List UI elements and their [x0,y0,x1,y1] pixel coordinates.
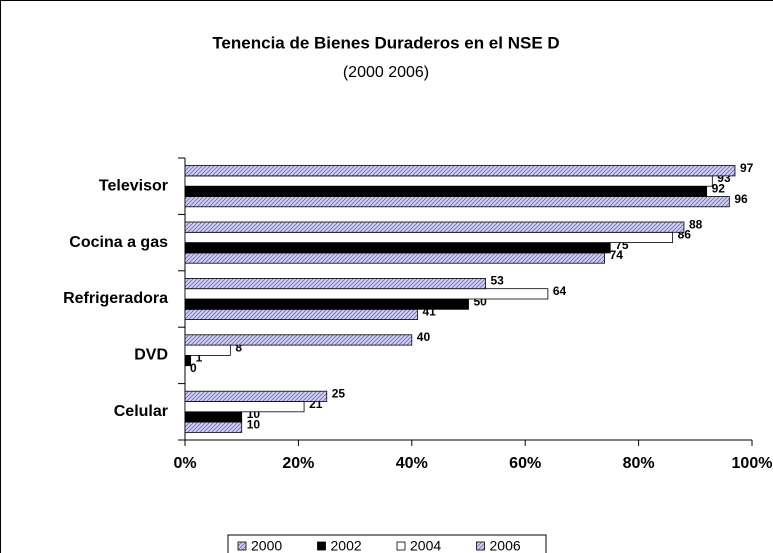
bar [184,231,674,244]
bar [184,401,305,413]
data-label: 8 [235,340,242,354]
bar [184,390,328,402]
bar [184,344,231,356]
bar [184,221,685,233]
chart-title: Tenencia de Bienes Duraderos en el NSE D [212,33,559,52]
data-label: 74 [610,248,624,262]
legend-box [227,534,547,553]
bar [184,175,713,187]
data-label: 10 [247,417,261,431]
y-tick-label: Celular [114,403,168,420]
bar [184,411,243,423]
x-tick-label: 100% [732,455,773,472]
data-label: 25 [332,387,346,401]
y-tick-label: Cocina a gas [69,234,168,251]
bar [184,421,243,433]
data-label: 0 [190,361,197,375]
chart-subtitle: (2000 2006) [343,64,429,81]
bar [184,252,605,264]
bar [184,242,611,254]
data-label: 53 [491,274,505,288]
legend-swatch [237,541,247,551]
legend-label: 2004 [410,538,441,553]
y-tick-label: Televisor [99,177,168,194]
legend-label: 2002 [331,538,362,553]
y-tick-label: Refrigeradora [63,290,168,307]
data-label: 40 [417,330,431,344]
x-tick-label: 20% [282,455,314,472]
bar [184,308,418,320]
data-label: 64 [553,284,567,298]
bar [184,185,708,197]
bar [184,196,730,208]
bar [184,288,549,300]
bar [184,298,469,310]
bar [184,277,486,290]
legend-swatch [396,541,406,551]
bar [184,165,736,177]
data-label: 92 [712,182,726,196]
y-tick-label: DVD [134,347,168,364]
legend-swatch [476,541,485,551]
data-label: 97 [740,161,754,175]
legend-swatch [317,541,326,551]
data-label: 1 [196,351,203,365]
x-tick-label: 60% [509,455,541,472]
data-label: 88 [689,217,703,231]
x-tick-label: 40% [396,455,428,472]
legend-label: 2000 [251,538,282,553]
data-label: 96 [734,192,748,206]
x-tick-label: 80% [623,455,655,472]
x-tick-label: 0% [173,455,196,472]
bar [184,334,413,346]
bar [184,354,192,367]
legend-label: 2006 [490,538,521,553]
